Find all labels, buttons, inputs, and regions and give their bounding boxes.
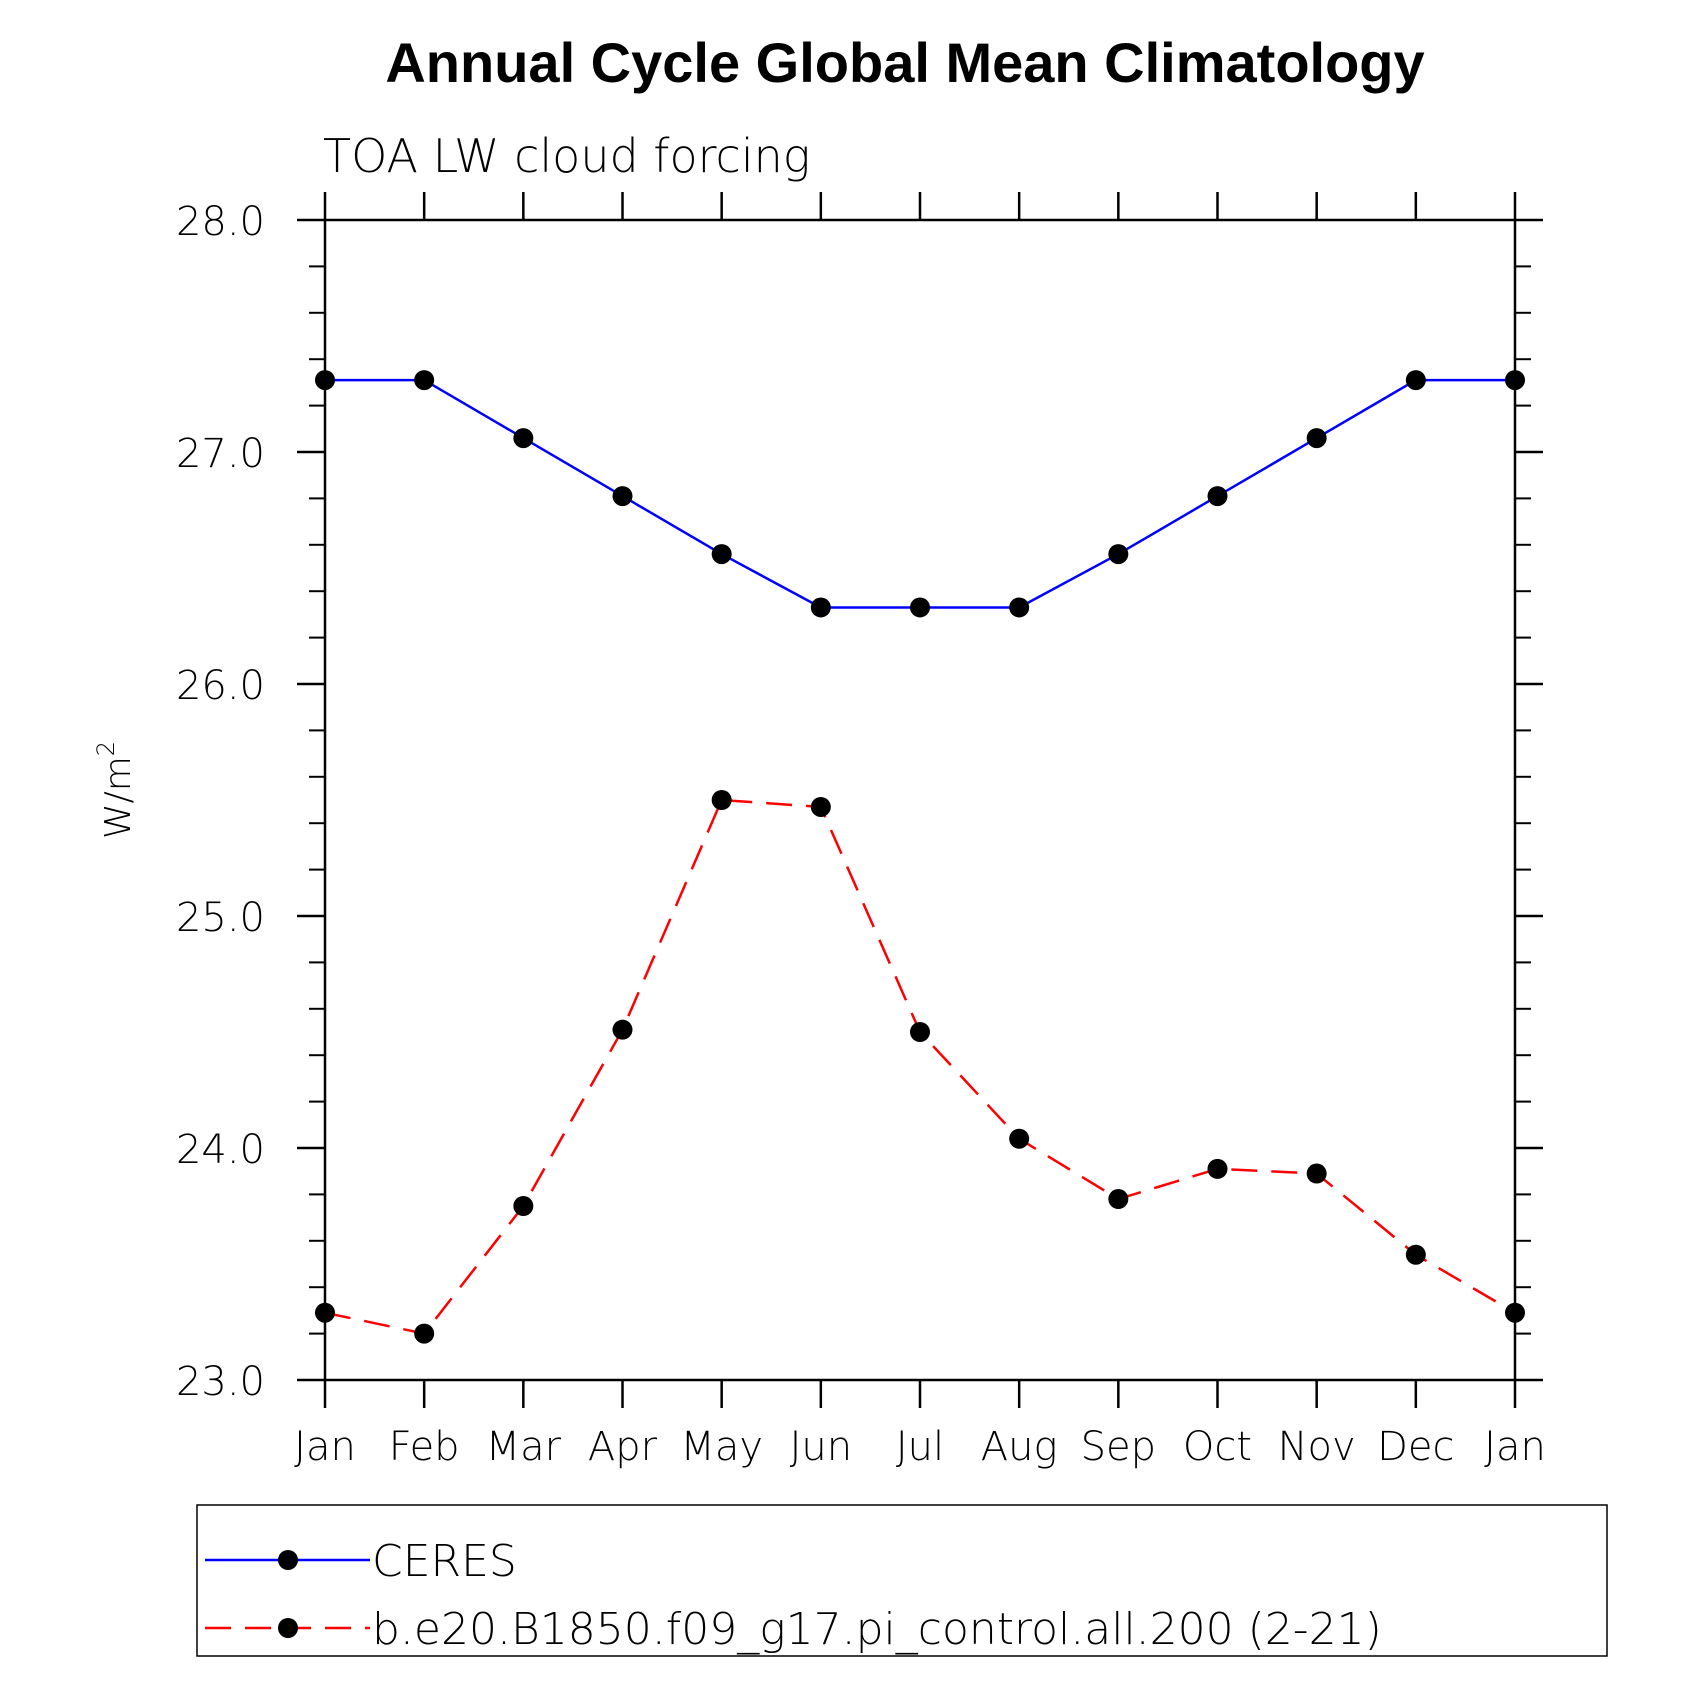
y-axis-label-text: W/m xyxy=(98,756,139,839)
series-2-point xyxy=(612,1019,633,1040)
x-tick-label: Sep xyxy=(1081,1424,1156,1470)
y-tick-label: 25.0 xyxy=(176,895,265,941)
series-1-point xyxy=(1405,370,1426,391)
series-line-1 xyxy=(325,378,1515,609)
legend: CERES b.e20.B1850.f09_g17.pi_control.all.… xyxy=(205,1536,1382,1655)
x-tick-label: Oct xyxy=(1183,1424,1252,1470)
x-tick-label: Jan xyxy=(294,1424,356,1470)
series-1-point xyxy=(315,370,335,391)
series-1-point xyxy=(414,370,435,391)
chart-subtitle: TOA LW cloud forcing xyxy=(323,129,810,183)
series-2-point xyxy=(315,1302,335,1323)
x-tick-label: Dec xyxy=(1377,1424,1454,1470)
y-tick-label: 23.0 xyxy=(176,1359,265,1405)
x-tick-label: Jul xyxy=(896,1424,944,1470)
legend-box xyxy=(196,1504,1608,1657)
legend-label-2: b.e20.B1850.f09_g17.pi_control.all.200 (… xyxy=(372,1604,1382,1655)
y-tick-label: 27.0 xyxy=(176,431,265,477)
x-tick-label: Nov xyxy=(1278,1424,1356,1470)
series-2-point xyxy=(810,796,831,817)
x-tick-label: Feb xyxy=(389,1424,460,1470)
series-2-point xyxy=(1405,1244,1426,1265)
series-layer xyxy=(315,370,1525,1344)
y-tick-label: 26.0 xyxy=(176,663,265,709)
x-tick-label: May xyxy=(680,1424,763,1470)
series-2-point xyxy=(1505,1302,1525,1323)
series-1-point xyxy=(1009,597,1030,618)
series-2-point xyxy=(1306,1163,1327,1184)
series-2-point xyxy=(513,1196,534,1216)
chart-title: Annual Cycle Global Mean Climatology xyxy=(385,31,1424,94)
series-1-point xyxy=(711,544,732,565)
x-tick-label: Aug xyxy=(981,1424,1058,1470)
legend-marker-2 xyxy=(278,1618,298,1638)
plot-frame xyxy=(323,218,1517,1382)
x-tick-label: Jan xyxy=(1484,1424,1546,1470)
series-1-point xyxy=(910,597,930,618)
series-1-point xyxy=(1207,486,1228,507)
series-2-point xyxy=(711,790,732,810)
legend-label-1: CERES xyxy=(372,1536,517,1587)
series-2-point xyxy=(414,1323,435,1344)
legend-marker-1 xyxy=(278,1550,298,1570)
series-2-point xyxy=(910,1022,930,1042)
y-tick-label: 28.0 xyxy=(176,199,265,245)
series-1-point xyxy=(612,486,633,507)
series-2-point xyxy=(1009,1128,1030,1149)
x-tick-label: Apr xyxy=(588,1424,658,1470)
series-2-point xyxy=(1207,1158,1228,1179)
series-line-2 xyxy=(324,798,1516,1335)
plot-axes: Jan Feb Mar Apr May Jun Jul Aug Sep Oct Nov Dec Jan 2… xyxy=(176,192,1546,1470)
x-tick-label: Mar xyxy=(486,1424,562,1470)
y-axis-label-superscript: 2 xyxy=(92,741,120,756)
series-2-point xyxy=(1108,1189,1129,1210)
series-1-point xyxy=(810,597,831,618)
series-1-point xyxy=(1505,370,1525,391)
x-tick-label: Jun xyxy=(790,1424,853,1470)
series-1-point xyxy=(1108,544,1129,565)
series-1-point xyxy=(1306,428,1327,449)
svg-text:W/m2: W/m2 xyxy=(92,741,139,839)
y-axis-label: W/m2 xyxy=(92,741,139,839)
y-tick-label: 24.0 xyxy=(176,1127,265,1173)
series-1-point xyxy=(513,428,534,449)
